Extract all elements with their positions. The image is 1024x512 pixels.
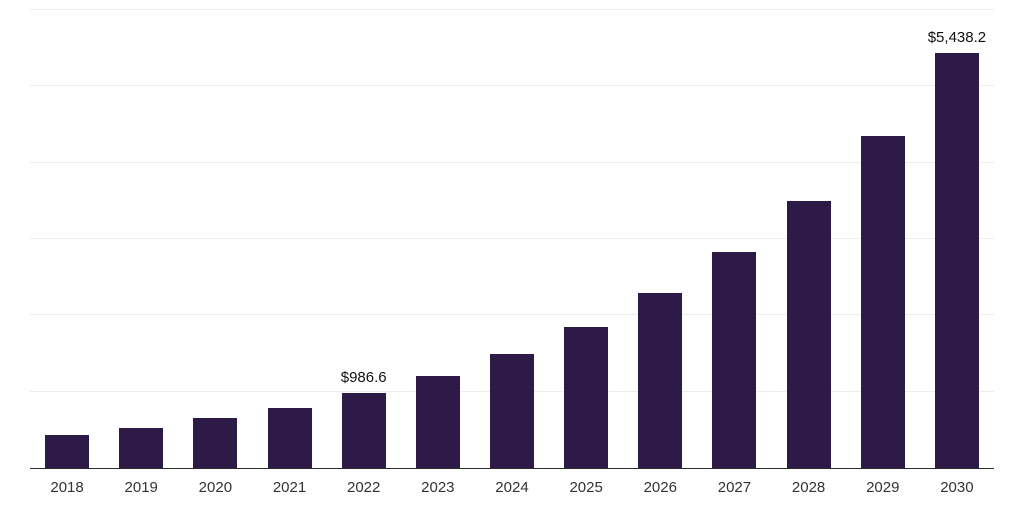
x-axis: 2018 2019 2020 2021 2022 2023 2024 2025 2026 2027… [30, 479, 994, 501]
bar-2025 [564, 326, 609, 468]
value-label-2022: $986.6 [340, 368, 387, 386]
x-tick-2030: 2030 [940, 479, 974, 496]
bar-2020 [193, 418, 238, 468]
x-tick-2024: 2024 [495, 479, 529, 496]
x-tick-2026: 2026 [643, 479, 677, 496]
bar-2024 [490, 353, 534, 468]
bar-2021 [267, 407, 312, 468]
gridline-2000 [30, 314, 994, 316]
x-tick-2022: 2022 [346, 479, 381, 496]
x-tick-2019: 2019 [124, 479, 158, 496]
x-tick-2025: 2025 [569, 479, 603, 496]
bar-2029 [860, 135, 905, 468]
x-tick-2021: 2021 [272, 479, 307, 496]
x-tick-2020: 2020 [198, 479, 233, 496]
x-tick-2029: 2029 [866, 479, 900, 496]
bar-2028 [786, 200, 831, 468]
bar-2030 [934, 52, 979, 468]
x-tick-2028: 2028 [791, 479, 826, 496]
x-tick-2027: 2027 [717, 479, 752, 496]
plot-area: $986.6 $5,438.2 [30, 9, 994, 469]
bar-2019 [119, 427, 164, 468]
bar-2018 [45, 435, 90, 468]
x-tick-2018: 2018 [50, 479, 84, 496]
bar-2026 [638, 293, 683, 468]
gridline-6000 [30, 9, 994, 10]
gridline-5000 [30, 85, 994, 87]
value-label-2030: $5,438.2 [927, 28, 987, 46]
gridline-3000 [30, 238, 994, 239]
bar-2027 [712, 251, 757, 468]
gridline-4000 [30, 161, 994, 163]
x-tick-2023: 2023 [421, 479, 455, 496]
bar-2023 [415, 375, 460, 468]
bar-2022 [341, 392, 386, 468]
